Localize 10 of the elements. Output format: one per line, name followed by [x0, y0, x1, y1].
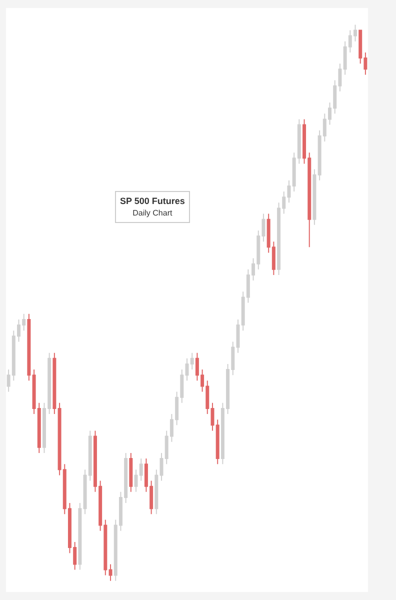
candlestick [27, 313, 31, 382]
candlestick [78, 502, 82, 570]
candlestick [216, 419, 220, 465]
candlestick [312, 168, 316, 226]
candlestick [52, 352, 56, 415]
text: Daily Chart [132, 208, 173, 218]
text: SP 500 Futures [120, 196, 185, 206]
candlestick [154, 469, 158, 515]
candlestick [108, 564, 112, 582]
candlestick [129, 452, 133, 492]
